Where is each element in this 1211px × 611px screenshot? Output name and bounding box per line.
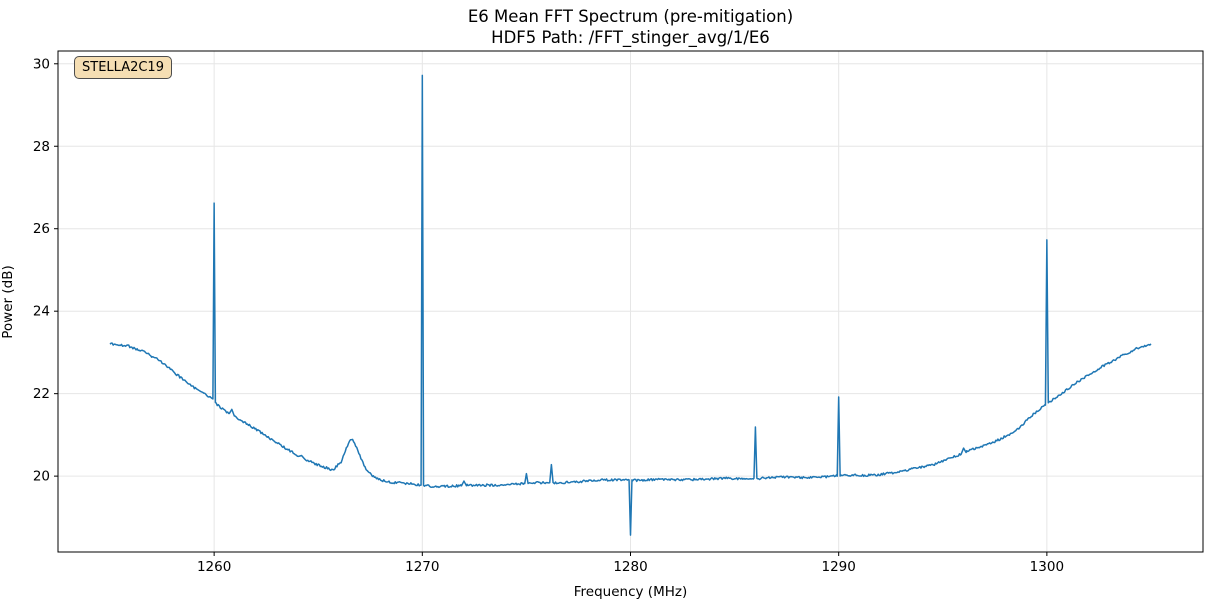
chart-title-block: E6 Mean FFT Spectrum (pre-mitigation) HD… bbox=[58, 6, 1203, 48]
annotation-badge: STELLA2C19 bbox=[74, 56, 172, 79]
y-tick-label: 22 bbox=[33, 386, 50, 402]
x-tick-label: 1300 bbox=[1030, 559, 1064, 575]
chart-subtitle: HDF5 Path: /FFT_stinger_avg/1/E6 bbox=[491, 28, 770, 47]
y-tick-label: 20 bbox=[33, 469, 50, 485]
y-tick-label: 28 bbox=[33, 139, 50, 155]
chart-title: E6 Mean FFT Spectrum (pre-mitigation) bbox=[467, 7, 794, 26]
y-tick-label: 24 bbox=[33, 304, 50, 320]
y-tick-label: 30 bbox=[33, 56, 50, 72]
x-tick-label: 1290 bbox=[822, 559, 856, 575]
x-tick-label: 1280 bbox=[613, 559, 647, 575]
fft-spectrum-line bbox=[109, 74, 1152, 536]
y-tick-label: 26 bbox=[33, 221, 50, 237]
y-axis-label: Power (dB) bbox=[0, 265, 16, 339]
x-tick-label: 1260 bbox=[197, 559, 231, 575]
x-axis-label: Frequency (MHz) bbox=[573, 584, 688, 600]
x-tick-label: 1270 bbox=[405, 559, 439, 575]
